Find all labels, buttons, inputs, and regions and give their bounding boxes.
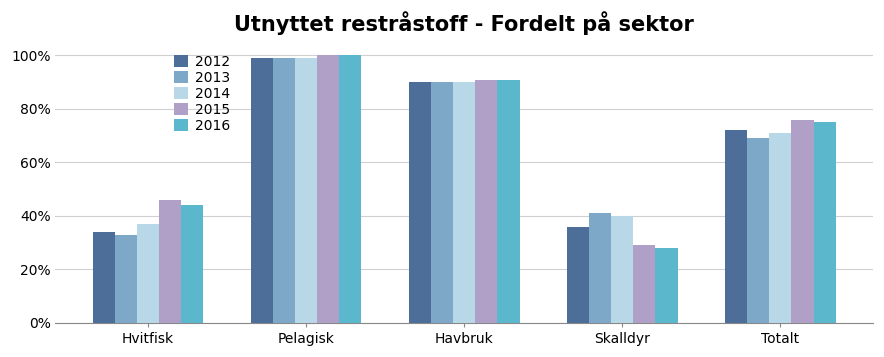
Bar	[791, 120, 813, 323]
Bar	[317, 55, 339, 323]
Bar	[431, 82, 453, 323]
Bar	[115, 235, 137, 323]
Bar	[589, 213, 611, 323]
Bar	[476, 80, 498, 323]
Bar	[339, 55, 362, 323]
Bar	[769, 133, 791, 323]
Bar	[725, 130, 747, 323]
Bar	[567, 227, 589, 323]
Bar	[181, 205, 203, 323]
Bar	[633, 245, 656, 323]
Bar	[273, 58, 295, 323]
Bar	[295, 58, 317, 323]
Bar	[611, 216, 633, 323]
Bar	[813, 122, 835, 323]
Bar	[251, 58, 273, 323]
Bar	[656, 248, 678, 323]
Bar	[498, 80, 520, 323]
Bar	[747, 139, 769, 323]
Bar	[408, 82, 431, 323]
Bar	[137, 224, 159, 323]
Legend: 2012, 2013, 2014, 2015, 2016: 2012, 2013, 2014, 2015, 2016	[169, 49, 236, 139]
Bar	[93, 232, 115, 323]
Title: Utnyttet restråstoff - Fordelt på sektor: Utnyttet restråstoff - Fordelt på sektor	[234, 11, 694, 35]
Bar	[453, 82, 476, 323]
Bar	[159, 200, 181, 323]
